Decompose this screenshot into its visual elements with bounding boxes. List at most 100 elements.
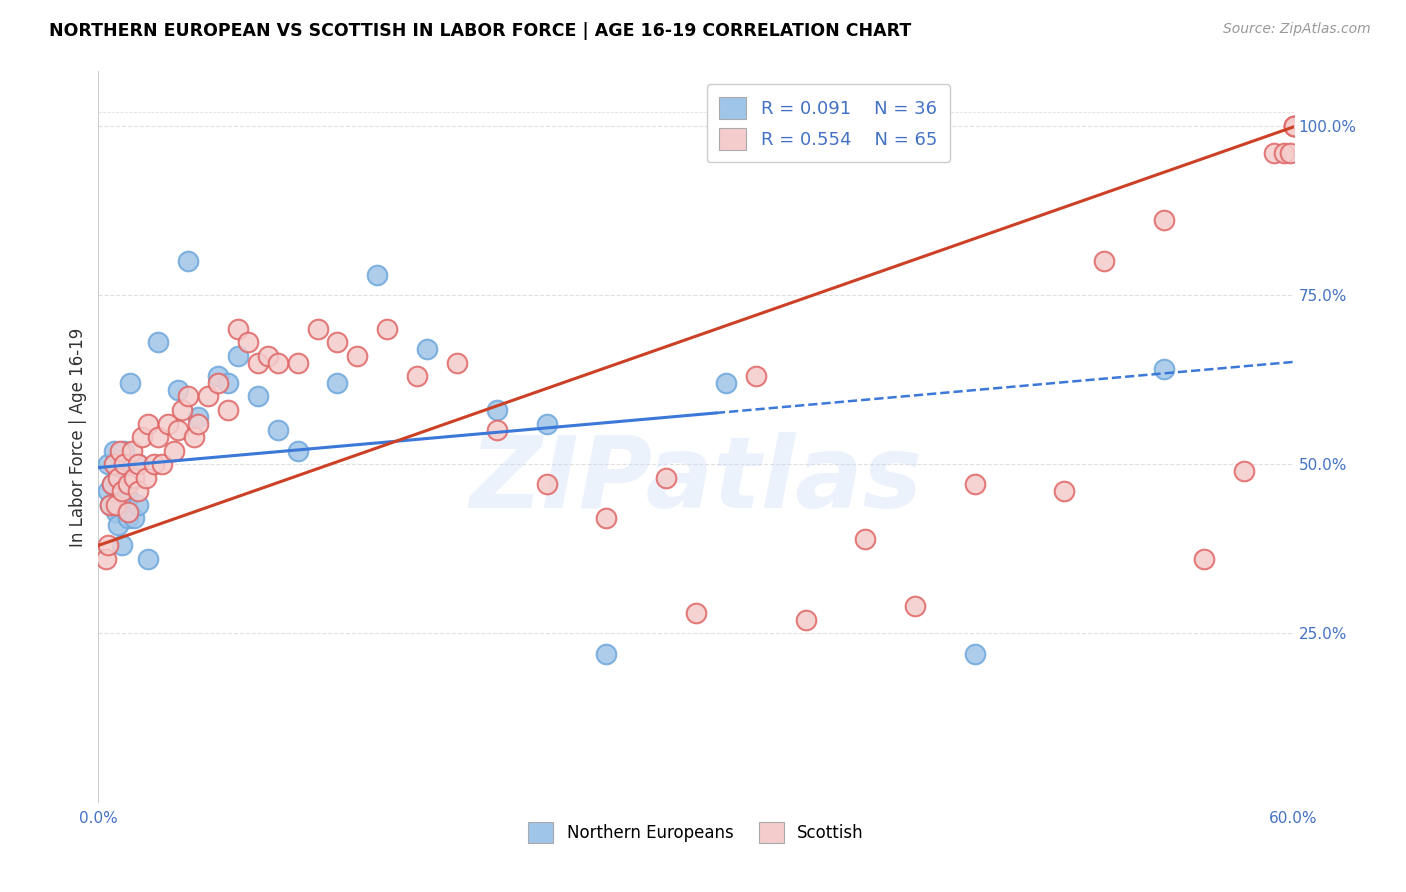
Point (226, 349, 249, 363)
Point (346, 349, 368, 363)
Legend: Northern Europeans, Scottish: Northern Europeans, Scottish (522, 815, 870, 849)
Point (416, 342, 439, 356)
Point (267, 423, 290, 437)
Point (595, 647, 617, 661)
Point (326, 376, 349, 390)
Point (207, 376, 229, 390)
Point (148, 335, 170, 350)
Y-axis label: In Labor Force | Age 16-19: In Labor Force | Age 16-19 (69, 327, 87, 547)
Point (117, 477, 139, 491)
Point (1263, 145, 1285, 160)
Point (446, 355, 468, 369)
Point (183, 430, 205, 444)
Point (287, 443, 309, 458)
Point (98, 498, 122, 512)
Point (177, 254, 200, 268)
Point (131, 430, 153, 444)
Point (105, 498, 128, 512)
Point (207, 369, 229, 384)
Point (167, 383, 190, 397)
Point (485, 403, 508, 417)
Point (117, 511, 139, 525)
Point (97, 538, 120, 552)
Point (1192, 552, 1215, 566)
Point (1282, 119, 1305, 133)
Point (136, 552, 159, 566)
Point (1153, 213, 1175, 227)
Point (1153, 362, 1175, 376)
Point (97, 457, 120, 471)
Point (127, 457, 149, 471)
Point (536, 477, 558, 491)
Point (963, 647, 986, 661)
Point (1233, 464, 1256, 478)
Point (124, 511, 146, 525)
Point (111, 538, 134, 552)
Point (1282, 119, 1305, 133)
Point (217, 376, 239, 390)
Point (112, 457, 135, 471)
Point (117, 491, 139, 505)
Point (246, 355, 269, 369)
Point (101, 477, 124, 491)
Text: ZIPatlas: ZIPatlas (470, 433, 922, 530)
Point (127, 498, 149, 512)
Point (103, 457, 125, 471)
Point (96, 552, 118, 566)
Point (143, 457, 166, 471)
Point (485, 423, 508, 437)
Point (745, 369, 768, 384)
Point (97, 484, 120, 499)
Point (714, 376, 737, 390)
Point (163, 443, 186, 458)
Point (1053, 484, 1076, 499)
Point (187, 409, 209, 424)
Text: Source: ZipAtlas.com: Source: ZipAtlas.com (1223, 22, 1371, 37)
Point (107, 471, 129, 485)
Point (1278, 145, 1301, 160)
Point (406, 369, 429, 384)
Point (177, 389, 200, 403)
Point (112, 443, 135, 458)
Point (117, 505, 139, 519)
Point (963, 477, 986, 491)
Point (307, 322, 329, 336)
Point (226, 322, 249, 336)
Point (148, 430, 170, 444)
Point (236, 335, 259, 350)
Point (267, 355, 290, 369)
Point (794, 613, 817, 627)
Point (136, 417, 159, 431)
Point (326, 335, 349, 350)
Point (135, 471, 157, 485)
Point (107, 518, 129, 533)
Point (150, 457, 173, 471)
Point (256, 349, 278, 363)
Point (1092, 254, 1115, 268)
Point (685, 606, 707, 620)
Point (157, 417, 180, 431)
Point (105, 505, 128, 519)
Point (366, 268, 388, 282)
Point (287, 355, 309, 369)
Point (120, 376, 142, 390)
Point (110, 443, 132, 458)
Point (595, 511, 617, 525)
Point (904, 599, 927, 614)
Point (167, 423, 190, 437)
Point (1282, 119, 1305, 133)
Point (121, 443, 143, 458)
Point (127, 484, 149, 499)
Point (217, 403, 239, 417)
Point (536, 417, 558, 431)
Text: NORTHERN EUROPEAN VS SCOTTISH IN LABOR FORCE | AGE 16-19 CORRELATION CHART: NORTHERN EUROPEAN VS SCOTTISH IN LABOR F… (49, 22, 911, 40)
Point (197, 389, 219, 403)
Point (101, 477, 124, 491)
Point (187, 417, 209, 431)
Point (375, 322, 398, 336)
Point (124, 471, 146, 485)
Point (127, 457, 149, 471)
Point (655, 471, 678, 485)
Point (1272, 145, 1295, 160)
Point (98, 498, 122, 512)
